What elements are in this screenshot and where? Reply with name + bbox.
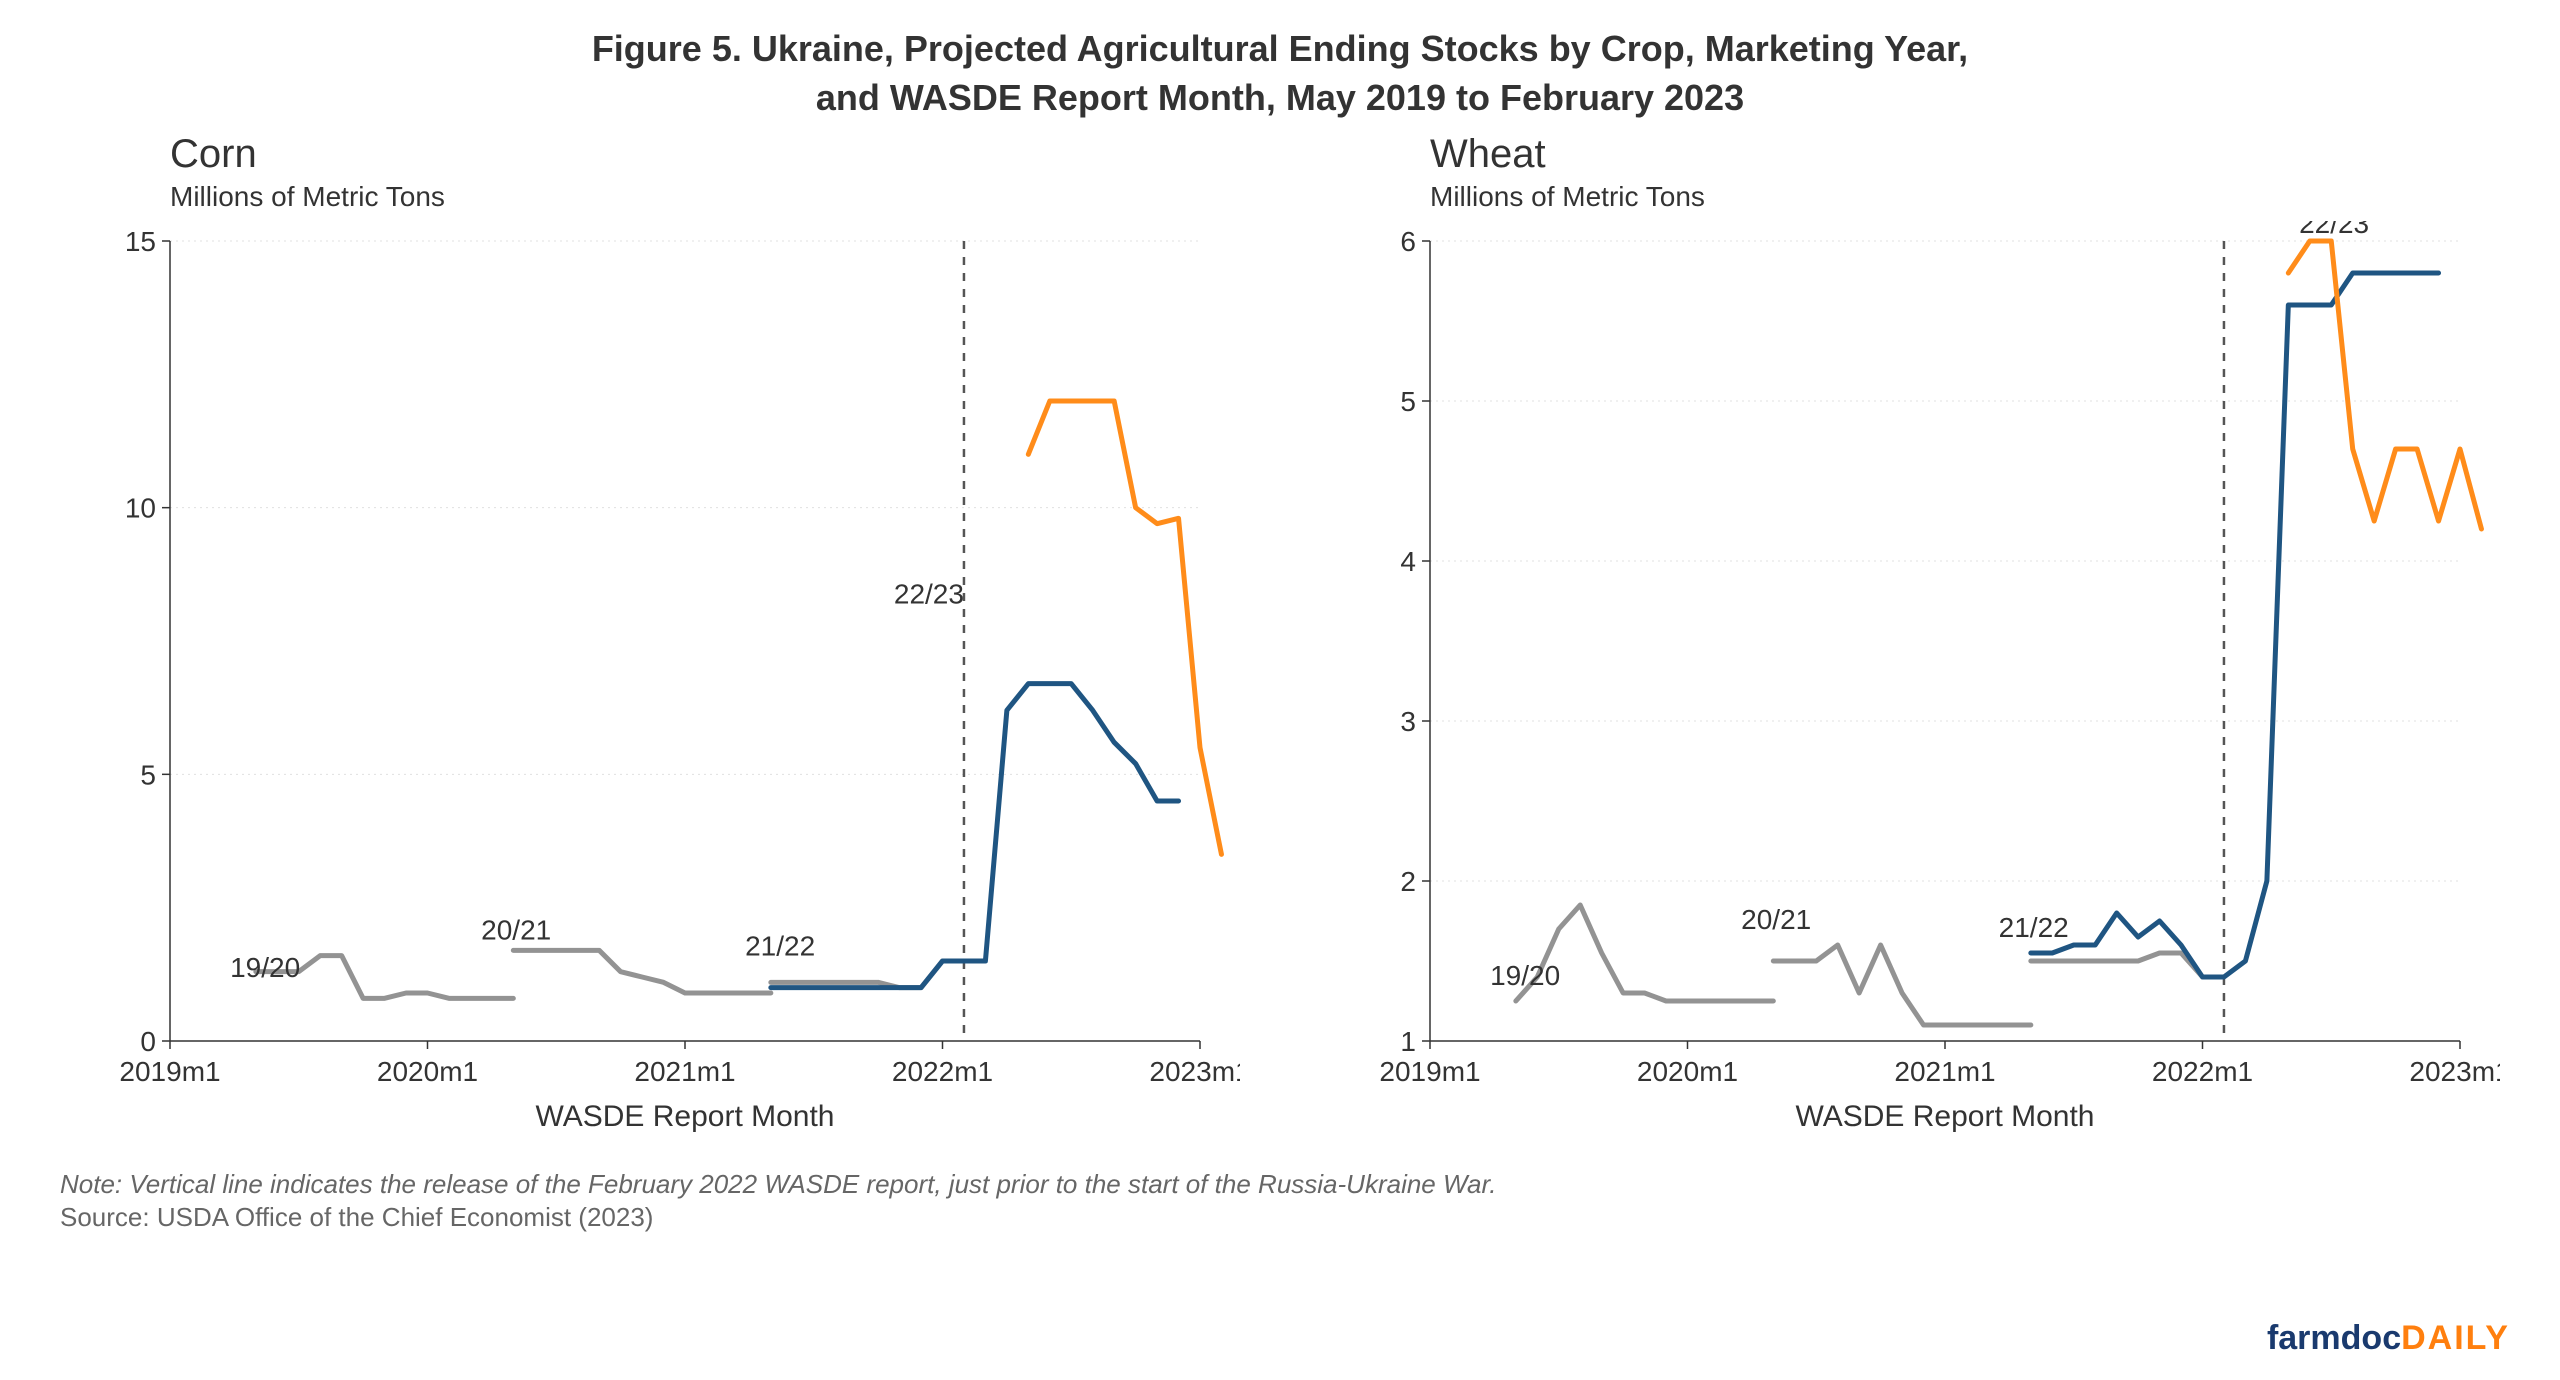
xtick-label: 2019m1 xyxy=(1379,1056,1480,1087)
series-label: 19/20 xyxy=(1490,960,1560,991)
brand-farm: farm xyxy=(2267,1319,2341,1357)
ytick-label: 1 xyxy=(1400,1026,1416,1057)
panel-subtitle-corn: Millions of Metric Tons xyxy=(40,181,1260,213)
panel-corn: Corn Millions of Metric Tons 0 5 10 15 2019m1 2… xyxy=(40,132,1260,1161)
branding-logo: farmdocDAILY xyxy=(2267,1319,2510,1358)
series-label: 20/21 xyxy=(1741,904,1811,935)
footnote: Note: Vertical line indicates the releas… xyxy=(0,1161,2560,1200)
xtick-label: 2023m1 xyxy=(2409,1056,2500,1087)
series-label: 19/20 xyxy=(230,952,300,983)
xtick-label: 2021m1 xyxy=(634,1056,735,1087)
ytick-label: 15 xyxy=(125,226,156,257)
ytick-label: 5 xyxy=(1400,386,1416,417)
source: Source: USDA Office of the Chief Economi… xyxy=(0,1200,2560,1233)
series-22/23 xyxy=(1028,401,1221,854)
ytick-label: 6 xyxy=(1400,226,1416,257)
title-line-1: Figure 5. Ukraine, Projected Agricultura… xyxy=(40,25,2520,74)
xtick-label: 2020m1 xyxy=(1637,1056,1738,1087)
ytick-label: 2 xyxy=(1400,866,1416,897)
series-label: 21/22 xyxy=(745,931,815,962)
series-21/22-gray xyxy=(771,961,943,988)
panel-subtitle-wheat: Millions of Metric Tons xyxy=(1300,181,2520,213)
ytick-label: 10 xyxy=(125,493,156,524)
panel-title-corn: Corn xyxy=(40,132,1260,177)
xtick-label: 2023m1 xyxy=(1149,1056,1240,1087)
series-21/22-navy xyxy=(2031,273,2439,977)
chart-wheat: 1 2 3 4 5 6 2019m1 2020m1 2021m1 2022m1 2023m1 WASD… xyxy=(1300,221,2500,1161)
series-label: 20/21 xyxy=(481,915,551,946)
x-axis-label: WASDE Report Month xyxy=(1796,1100,2095,1133)
xtick-label: 2020m1 xyxy=(377,1056,478,1087)
panel-wheat: Wheat Millions of Metric Tons 1 2 3 4 5 6 2019m1… xyxy=(1300,132,2520,1161)
panel-title-wheat: Wheat xyxy=(1300,132,2520,177)
chart-corn: 0 5 10 15 2019m1 2020m1 2021m1 2022m1 2023m1 WASD… xyxy=(40,221,1240,1161)
series-label: 22/23 xyxy=(894,579,964,610)
xtick-label: 2022m1 xyxy=(892,1056,993,1087)
series-21/22-gray xyxy=(2031,953,2203,977)
ytick-label: 3 xyxy=(1400,706,1416,737)
brand-doc: doc xyxy=(2341,1319,2401,1357)
ytick-label: 5 xyxy=(140,760,156,791)
xtick-label: 2022m1 xyxy=(2152,1056,2253,1087)
xtick-label: 2019m1 xyxy=(119,1056,220,1087)
series-22/23 xyxy=(2288,241,2481,529)
title-line-2: and WASDE Report Month, May 2019 to Febr… xyxy=(40,74,2520,123)
ytick-label: 0 xyxy=(140,1026,156,1057)
series-label: 22/23 xyxy=(2299,221,2369,239)
figure-title: Figure 5. Ukraine, Projected Agricultura… xyxy=(0,0,2560,132)
series-20/21 xyxy=(1773,945,2030,1025)
x-axis-label: WASDE Report Month xyxy=(536,1100,835,1133)
series-label: 21/22 xyxy=(1999,912,2069,943)
ytick-label: 4 xyxy=(1400,546,1416,577)
chart-panels: CornMillions of Metric Tons0510152019m12… xyxy=(0,132,2560,1161)
xtick-label: 2021m1 xyxy=(1894,1056,1995,1087)
series-20/21 xyxy=(513,951,770,994)
series-21/22-navy xyxy=(771,684,1179,988)
brand-daily: DAILY xyxy=(2401,1319,2510,1357)
